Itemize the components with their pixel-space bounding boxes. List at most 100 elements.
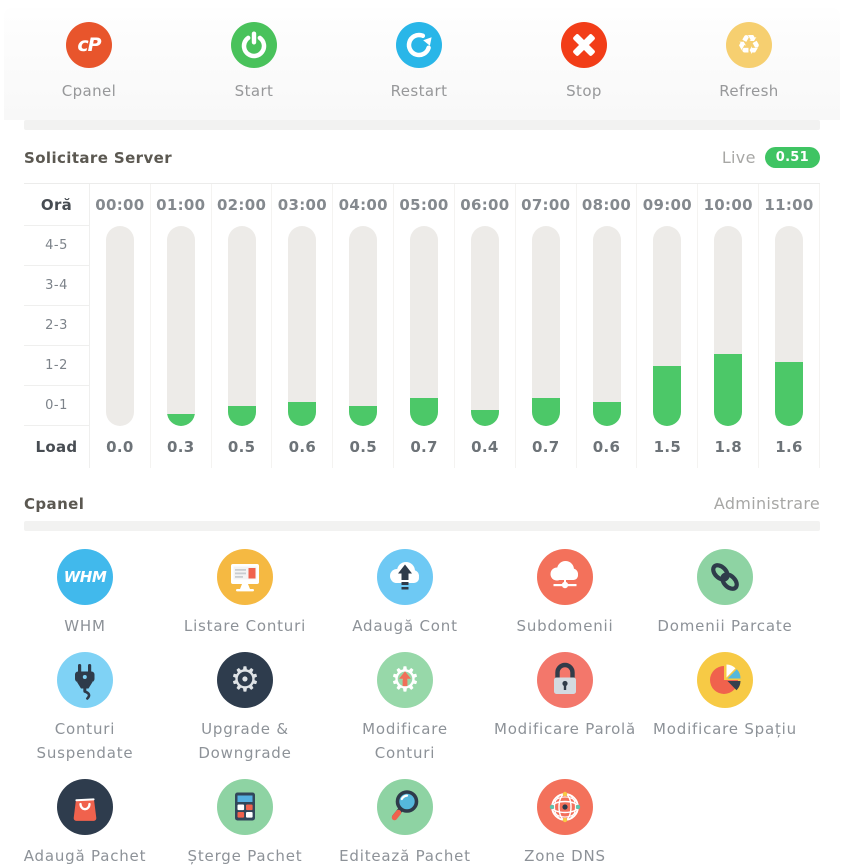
load-bar [272, 226, 332, 426]
restart-arrow-icon [396, 22, 442, 68]
load-value: 0.6 [288, 438, 317, 456]
load-bar [577, 226, 637, 426]
load-value: 0.5 [227, 438, 256, 456]
load-bar-track [470, 226, 499, 426]
chart-hour-column: 08:00 0.6 [577, 184, 638, 468]
load-bar-track [714, 226, 743, 426]
shopping-bag-icon [57, 778, 113, 835]
hour-label: 09:00 [642, 196, 692, 214]
toolbar-item-cpanel[interactable]: cP Cpanel [9, 22, 169, 100]
toolbar-item-stop[interactable]: Stop [504, 22, 664, 100]
load-bar-fill [227, 406, 256, 426]
load-bar-track [653, 226, 682, 426]
live-label: Live [721, 148, 756, 167]
load-value: 0.0 [106, 438, 134, 456]
cpanel-item-editeaza-pachet[interactable]: Editează Pachet [325, 778, 485, 868]
cpanel-item-adauga-pachet[interactable]: Adaugă Pachet [5, 778, 165, 868]
cpanel-item-label: Modificare Conturi [362, 720, 448, 762]
hour-label: 02:00 [216, 196, 267, 214]
load-bar [516, 226, 576, 426]
cpanel-item-modificare-conturi[interactable]: ⚙ Modificare Conturi [325, 652, 485, 765]
toolbar-item-label: Restart [390, 82, 448, 100]
load-bar-track [166, 226, 195, 426]
cloud-upload-icon [377, 549, 433, 605]
chart-hour-column: 11:00 1.6 [759, 184, 820, 468]
cpanel-item-sterge-pachet[interactable]: Șterge Pachet [165, 778, 325, 868]
cpanel-section-header: Cpanel Administrare [24, 494, 820, 513]
chart-hour-column: 03:00 0.6 [272, 184, 334, 468]
load-bar-fill [653, 366, 682, 426]
cpanel-item-domenii-parcate[interactable]: Domenii Parcate [645, 549, 805, 638]
chart-hour-column: 10:00 1.8 [698, 184, 760, 468]
cpanel-item-label: Adaugă Cont [352, 617, 458, 635]
load-bar-track [227, 226, 256, 426]
cpanel-item-label: Zone DNS [524, 846, 606, 865]
cpanel-item-label: Șterge Pachet [187, 846, 303, 865]
cpanel-item-label: Domenii Parcate [657, 617, 793, 635]
cpanel-item-conturi-suspendate[interactable]: Conturi Suspendate [5, 652, 165, 765]
chart-hour-column: 02:00 0.5 [212, 184, 273, 468]
load-bar-track [105, 226, 134, 426]
cpanel-item-adauga-cont[interactable]: Adaugă Cont [325, 549, 485, 638]
load-bar-track [349, 226, 378, 426]
load-bar-track [592, 226, 621, 426]
cpanel-item-zone-dns[interactable]: Zone DNS [485, 778, 645, 868]
hour-label: 04:00 [338, 196, 388, 214]
hour-label: 10:00 [703, 196, 753, 214]
hour-label: 06:00 [460, 196, 510, 214]
load-value: 1.8 [714, 438, 742, 456]
chart-hour-column: 01:00 0.3 [151, 184, 212, 468]
administrare-link[interactable]: Administrare [713, 494, 820, 513]
load-bar [698, 226, 758, 426]
cpanel-item-label: Subdomenii [516, 617, 614, 635]
load-bar-track [775, 226, 804, 426]
cpanel-item-modificare-spatiu[interactable]: Modificare Spațiu [645, 652, 805, 765]
load-value: 0.6 [592, 438, 621, 456]
cpanel-shortcut-grid: WHM WHM Listare Conturi [5, 549, 844, 868]
axis-row-label: 2-3 [24, 306, 89, 346]
toolbar-item-start[interactable]: Start [174, 22, 334, 100]
load-bar-track [410, 226, 439, 426]
cpanel-logo-text: cP [77, 34, 101, 56]
cpanel-item-label: WHM [64, 617, 106, 635]
cpanel-section-title: Cpanel [24, 494, 85, 513]
stop-x-icon [561, 22, 607, 68]
globe-icon [537, 778, 593, 835]
padlock-icon [537, 652, 593, 709]
toolbar-item-label: Stop [566, 82, 602, 100]
gear-icon: ⚙ [217, 652, 273, 709]
load-bar-fill [470, 410, 499, 426]
magnifier-icon [377, 778, 433, 835]
cpanel-item-label: Conturi Suspendate [36, 720, 134, 762]
cpanel-item-subdomenii[interactable]: Subdomenii [485, 549, 645, 638]
axis-row-label: 3-4 [24, 266, 89, 306]
plug-icon [57, 652, 113, 709]
monitor-icon [217, 549, 273, 605]
server-section-header: Solicitare Server Live 0.51 [24, 147, 820, 168]
cpanel-item-whm[interactable]: WHM WHM [5, 549, 165, 638]
load-bar [394, 226, 454, 426]
load-bar [333, 226, 393, 426]
whm-logo-text: WHM [63, 568, 107, 586]
cpanel-item-modificare-parola[interactable]: Modificare Parolă [485, 652, 645, 765]
toolbar-item-restart[interactable]: Restart [339, 22, 499, 100]
cpanel-item-label: Upgrade & Downgrade [198, 720, 292, 762]
cloud-network-icon [537, 549, 593, 605]
section-divider [24, 521, 820, 531]
load-bar-fill [531, 398, 560, 426]
hour-label: 08:00 [581, 196, 632, 214]
load-bar-fill [288, 402, 317, 426]
toolbar-item-label: Start [234, 82, 274, 100]
gear-up-arrow-icon: ⚙ [377, 652, 433, 709]
power-icon [231, 22, 277, 68]
toolbar-item-refresh[interactable]: ♻ Refresh [669, 22, 829, 100]
cpanel-item-upgrade-downgrade[interactable]: ⚙ Upgrade & Downgrade [165, 652, 325, 765]
load-bar [759, 226, 819, 426]
load-bar-fill [410, 398, 439, 426]
load-value: 0.4 [471, 438, 499, 456]
cpanel-item-listare-conturi[interactable]: Listare Conturi [165, 549, 325, 638]
load-bar [151, 226, 211, 426]
chart-hour-column: 06:00 0.4 [455, 184, 516, 468]
live-load-badge: 0.51 [764, 147, 820, 168]
whm-logo-icon: WHM [57, 549, 113, 605]
